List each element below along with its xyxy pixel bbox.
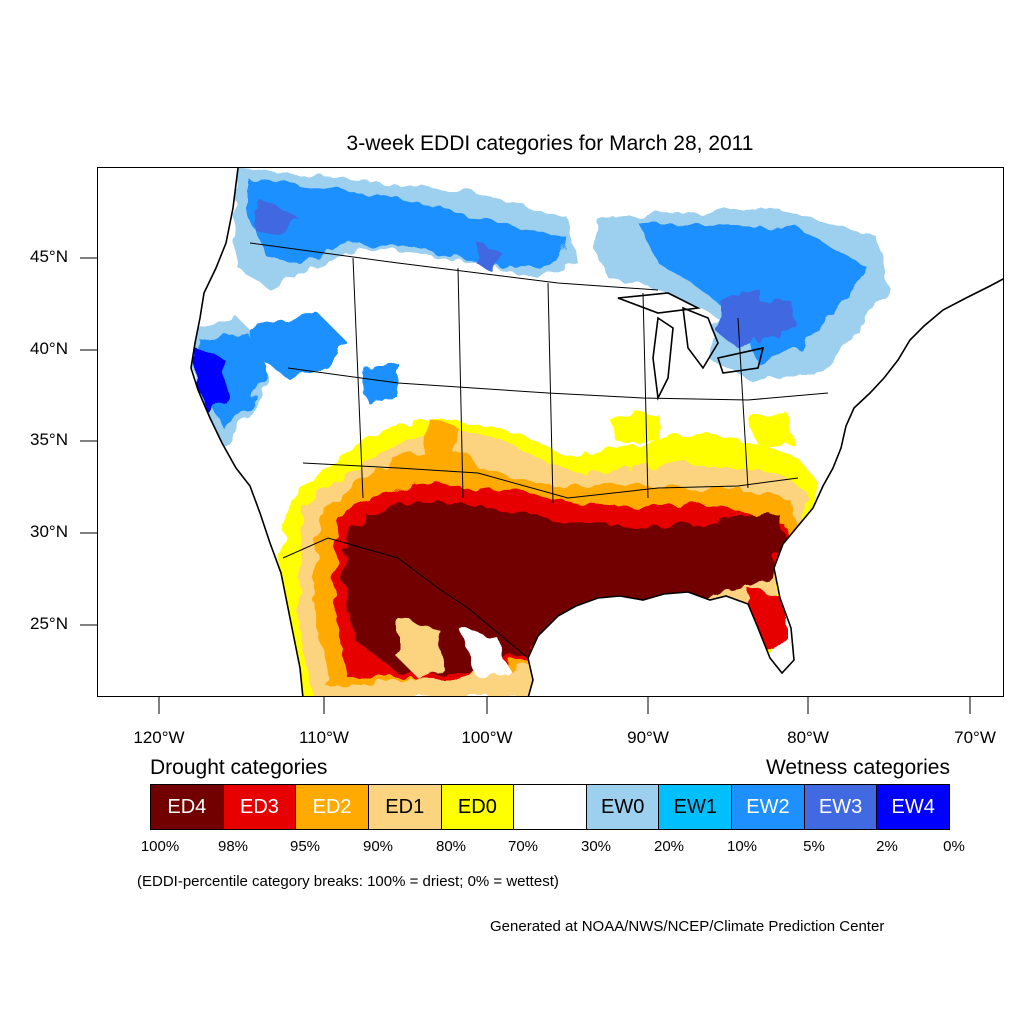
category-legend: ED4 ED3 ED2 ED1 ED0 EW0 EW1 EW2 EW3 EW4 [150,784,950,830]
legend-label-ew0: EW0 [600,795,645,818]
legend-swatch-ew1: EW1 [659,785,733,829]
lon-tick-110: 110°W [299,728,349,747]
lat-tick-45: 45°N [30,247,68,266]
break-0: 0% [943,838,965,855]
legend-label-ew1: EW1 [673,795,717,818]
break-100: 100% [140,838,180,855]
drought-heading: Drought categories [150,756,328,779]
break-30: 30% [580,838,612,855]
legend-swatch-ed1: ED1 [368,785,442,829]
lon-tick-80: 80°W [787,728,829,747]
lat-tick-40: 40°N [30,339,68,358]
break-90: 90% [362,838,394,855]
legend-label-ed3: ED3 [240,795,279,818]
break-80: 80% [435,838,467,855]
legend-label-ew4: EW4 [891,795,935,818]
legend-swatch-ew3: EW3 [804,785,878,829]
lon-tick-70: 70°W [954,728,996,747]
map-canvas [98,168,1003,696]
lat-tick-30: 30°N [30,522,68,541]
lon-tick-90: 90°W [627,728,669,747]
break-95: 95% [289,838,321,855]
legend-label-ed0: ED0 [457,795,497,818]
lat-tick-35: 35°N [30,430,68,449]
break-98: 98% [217,838,249,855]
lon-tick-100: 100°W [461,728,513,747]
coastlines [190,168,1003,696]
legend-swatch-ed4: ED4 [151,785,224,829]
category-note: (EDDI-percentile category breaks: 100% =… [137,873,559,890]
state-borders [249,242,829,659]
break-70: 70% [507,838,539,855]
legend-label-ed1: ED1 [385,795,425,818]
map-title: 3-week EDDI categories for March 28, 201… [346,132,754,155]
legend-swatch-ed2: ED2 [296,785,369,829]
credit-line: Generated at NOAA/NWS/NCEP/Climate Predi… [490,918,885,935]
legend-swatch-ed3: ED3 [223,785,297,829]
legend-swatch-ew4: EW4 [877,785,950,829]
wetness-heading: Wetness categories [765,756,950,779]
legend-swatch-ed0: ED0 [441,785,515,829]
legend-swatch-ew2: EW2 [732,785,805,829]
legend-label-ed2: ED2 [312,795,352,818]
legend-label-ew3: EW3 [818,795,863,818]
legend-label-ed4: ED4 [167,795,207,818]
lat-tick-25: 25°N [30,614,68,633]
legend-swatch-ew0: EW0 [586,785,660,829]
break-2: 2% [876,838,898,855]
legend-swatch-neutral [514,785,587,829]
eddi-map [97,167,1004,697]
break-5: 5% [803,838,825,855]
legend-label-ew2: EW2 [746,795,790,818]
break-20: 20% [653,838,685,855]
break-10: 10% [726,838,758,855]
lon-tick-120: 120°W [133,728,185,747]
